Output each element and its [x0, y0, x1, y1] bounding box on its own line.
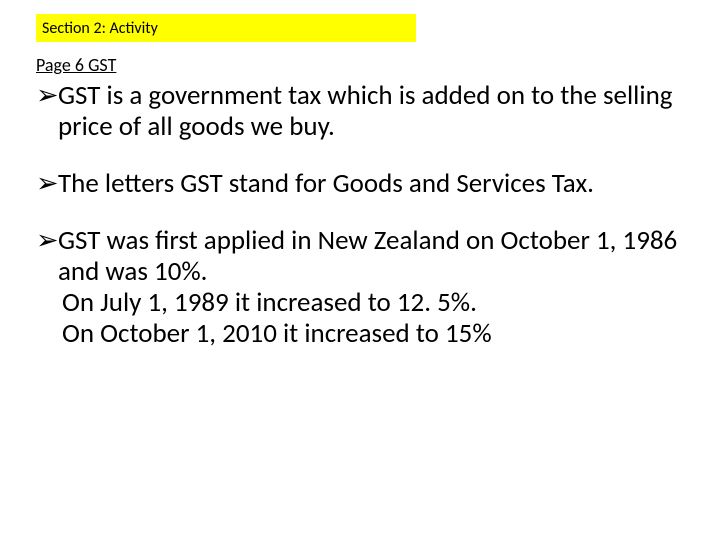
bullet-text: The letters GST stand for Goods and Serv…: [58, 168, 686, 199]
bullet-sub-line: On July 1, 1989 it increased to 12. 5%.: [62, 287, 686, 318]
bullet-line: ➢The letters GST stand for Goods and Ser…: [36, 168, 686, 199]
section-banner-text: Section 2: Activity: [42, 19, 158, 38]
bullet-item: ➢GST is a government tax which is added …: [36, 80, 686, 142]
page-title-text: Page 6 GST: [36, 54, 116, 76]
bullet-arrow-icon: ➢: [36, 80, 56, 111]
bullet-arrow-icon: ➢: [36, 168, 56, 199]
bullet-item: ➢The letters GST stand for Goods and Ser…: [36, 168, 686, 199]
page-title: Page 6 GST: [36, 54, 116, 76]
slide-container: Section 2: Activity Page 6 GST ➢GST is a…: [0, 0, 720, 540]
section-banner: Section 2: Activity: [36, 14, 416, 42]
bullet-line: ➢GST is a government tax which is added …: [36, 80, 686, 142]
bullet-item: ➢GST was first applied in New Zealand on…: [36, 225, 686, 349]
bullet-list: ➢GST is a government tax which is added …: [36, 80, 686, 375]
bullet-text: GST is a government tax which is added o…: [58, 80, 686, 142]
bullet-arrow-icon: ➢: [36, 225, 56, 256]
bullet-sub-line: On October 1, 2010 it increased to 15%: [62, 318, 686, 349]
bullet-text: GST was first applied in New Zealand on …: [58, 225, 686, 287]
bullet-line: ➢GST was first applied in New Zealand on…: [36, 225, 686, 287]
